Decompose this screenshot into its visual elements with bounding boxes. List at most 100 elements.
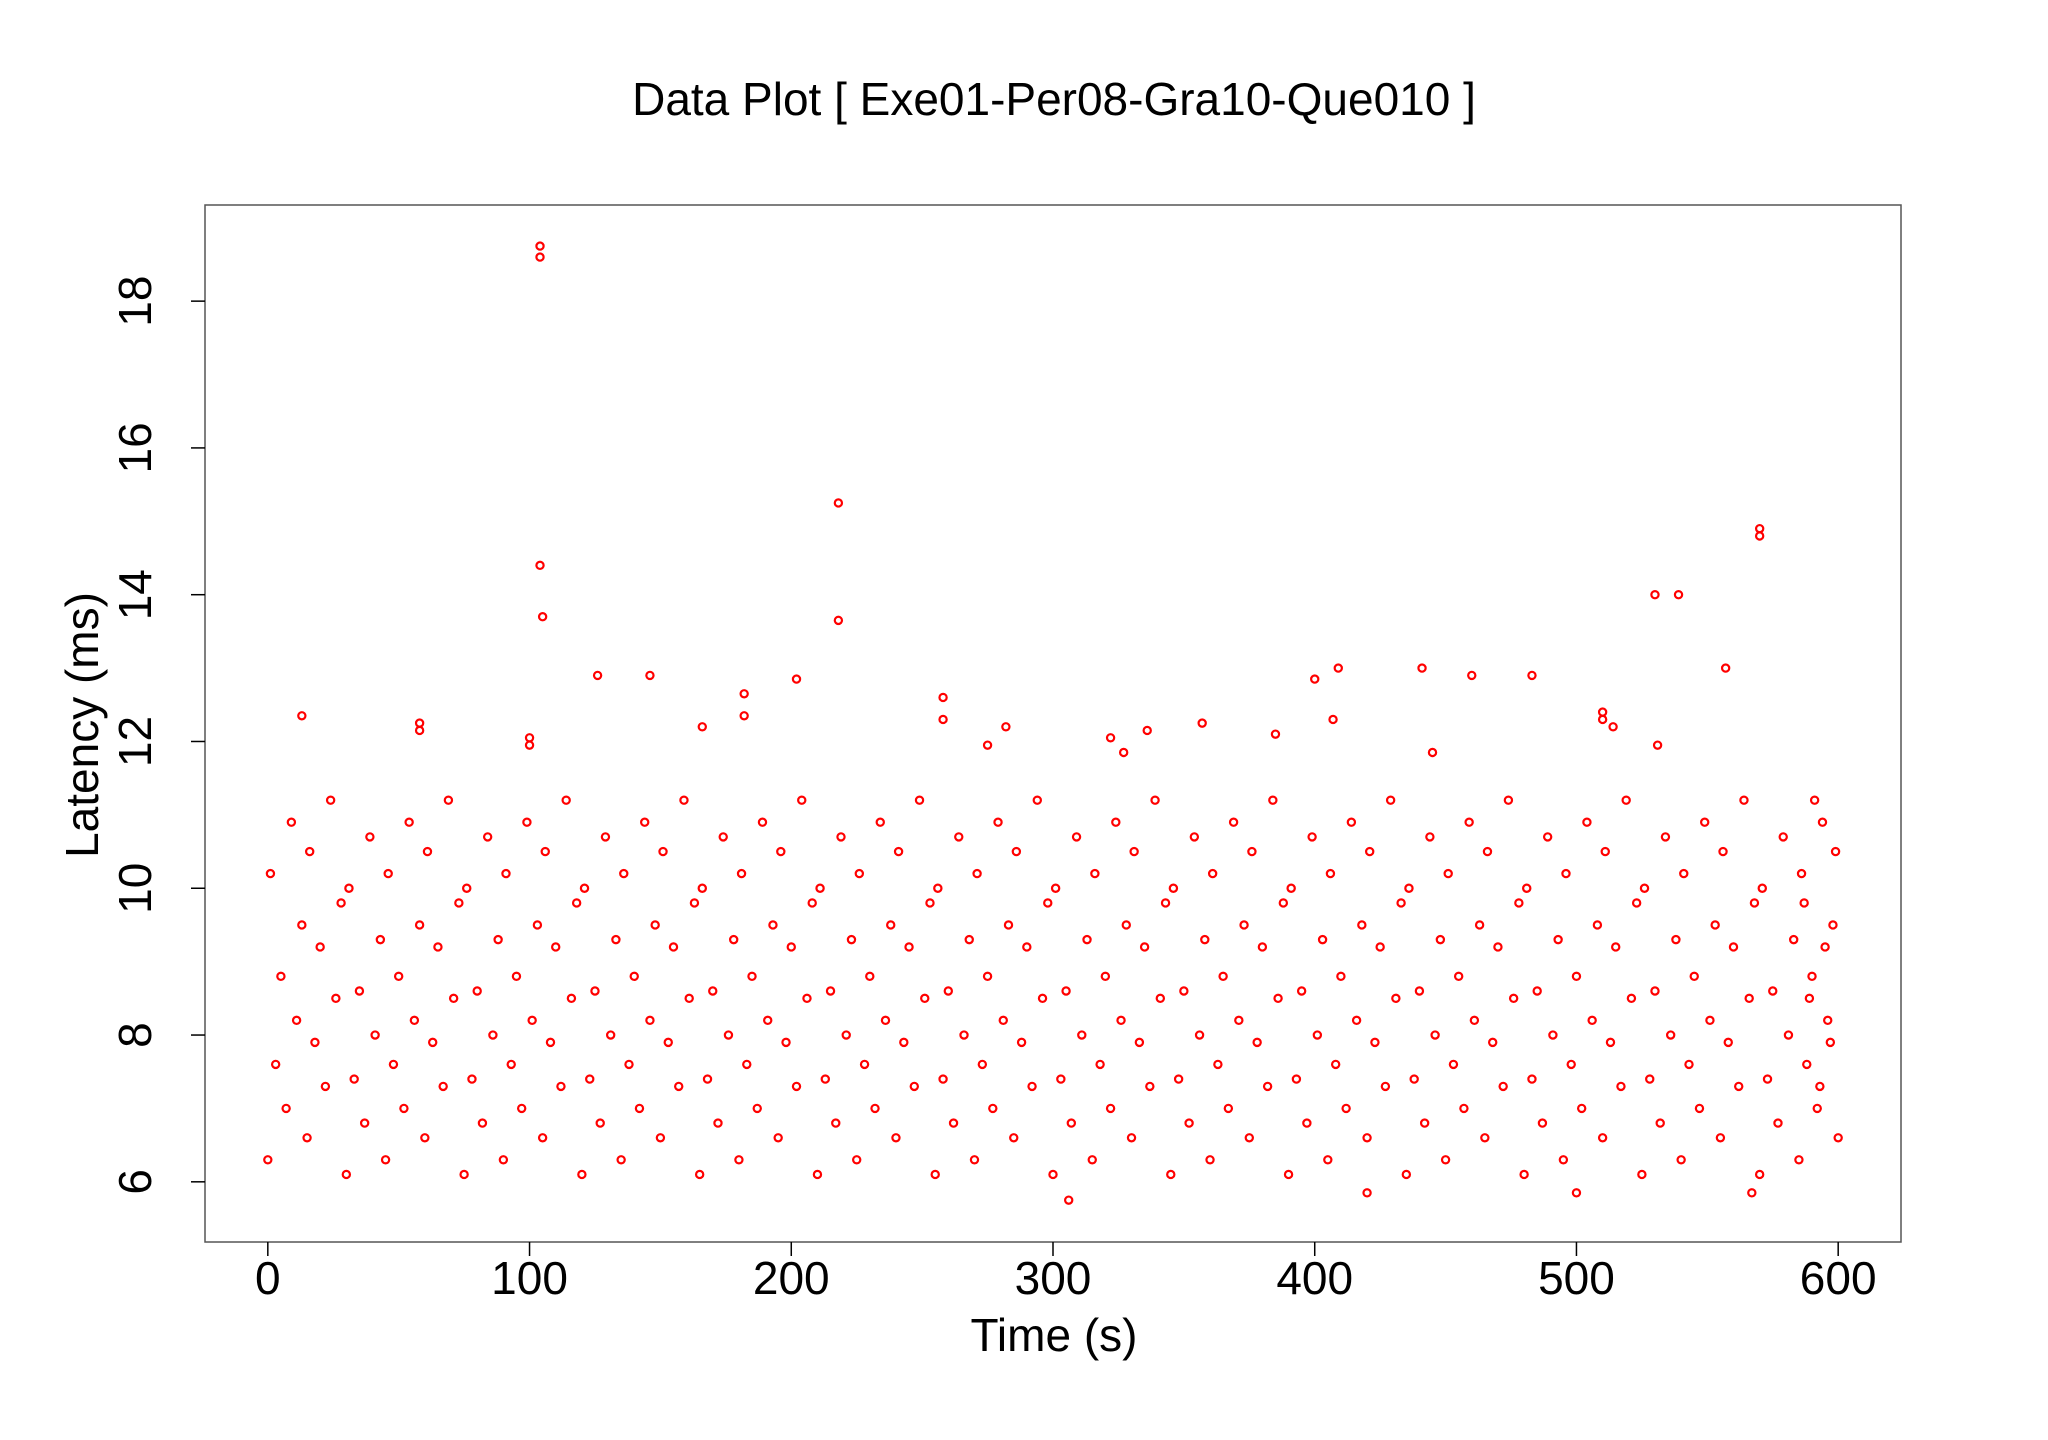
point (723, 1030, 734, 1040)
point (600, 832, 611, 842)
point (938, 692, 948, 703)
point (713, 1118, 723, 1128)
point (263, 1155, 273, 1165)
point (585, 1074, 595, 1084)
point (1762, 1074, 1773, 1084)
point (1464, 817, 1474, 827)
point (1139, 942, 1150, 952)
point (1807, 971, 1817, 982)
point (1283, 1169, 1294, 1180)
point (428, 1037, 438, 1048)
point (1409, 1074, 1419, 1084)
point (812, 1169, 823, 1180)
point (757, 817, 768, 827)
point (1778, 832, 1788, 842)
point (1744, 993, 1754, 1004)
point (498, 1155, 509, 1165)
point (462, 883, 472, 893)
point (1828, 920, 1838, 930)
point (1694, 1103, 1705, 1114)
x-tick-label: 600 (1800, 1252, 1877, 1304)
point (516, 1103, 527, 1114)
point (1665, 1030, 1676, 1040)
point (1537, 1118, 1548, 1128)
point (1542, 832, 1553, 842)
point (969, 1155, 980, 1165)
point (370, 1030, 380, 1040)
y-axis-label: Latency (ms) (56, 592, 108, 858)
point (561, 795, 571, 805)
point (1700, 817, 1710, 827)
point (734, 1155, 744, 1165)
point (1571, 1188, 1582, 1198)
point (527, 1015, 537, 1026)
point (1823, 1015, 1833, 1026)
point (1351, 1015, 1362, 1026)
point (1129, 846, 1139, 857)
point (1621, 795, 1631, 805)
point (1482, 846, 1493, 857)
point (1179, 986, 1189, 996)
point (1257, 942, 1268, 952)
point (993, 817, 1003, 827)
point (1262, 1081, 1273, 1092)
point (605, 1030, 616, 1040)
point (650, 920, 660, 930)
point (433, 942, 443, 952)
point (1184, 1118, 1194, 1128)
point (938, 714, 948, 725)
point (1679, 868, 1689, 879)
point (875, 817, 885, 827)
y-tick-label: 18 (109, 276, 161, 327)
point (1194, 1030, 1205, 1040)
point (1082, 934, 1092, 945)
point (702, 1074, 713, 1084)
point (556, 1081, 566, 1092)
point (1705, 1015, 1715, 1026)
point (545, 1037, 556, 1048)
point (590, 986, 600, 996)
point (595, 1118, 605, 1128)
point (1723, 1037, 1733, 1048)
point (1571, 971, 1582, 982)
point (315, 942, 325, 952)
point (1576, 1103, 1587, 1114)
point (551, 942, 561, 952)
point (1066, 1118, 1077, 1128)
point (1056, 1074, 1066, 1084)
point (537, 612, 548, 622)
point (1820, 942, 1830, 952)
point (459, 1169, 469, 1180)
point (1270, 729, 1281, 739)
point (265, 868, 276, 879)
point (454, 898, 464, 908)
point (1796, 868, 1807, 879)
point (1676, 1155, 1686, 1165)
point (846, 934, 857, 945)
point (1561, 868, 1571, 879)
point (616, 1155, 626, 1165)
point (1375, 942, 1385, 952)
point (1346, 817, 1357, 827)
point (739, 711, 749, 721)
point (1799, 898, 1809, 908)
point (1333, 663, 1343, 673)
point (1718, 846, 1728, 857)
point (1228, 817, 1239, 827)
y-tick-label: 6 (109, 1169, 161, 1195)
point (1160, 898, 1171, 908)
point (1689, 971, 1699, 982)
point (336, 898, 346, 908)
point (1050, 883, 1061, 893)
point (815, 883, 825, 893)
point (393, 971, 404, 982)
point (1118, 747, 1129, 758)
point (768, 920, 778, 930)
point (1566, 1059, 1576, 1070)
x-tick-label: 500 (1538, 1252, 1615, 1304)
point (634, 1103, 645, 1114)
point (1600, 846, 1610, 857)
point (1302, 1118, 1312, 1128)
point (1370, 1037, 1380, 1048)
